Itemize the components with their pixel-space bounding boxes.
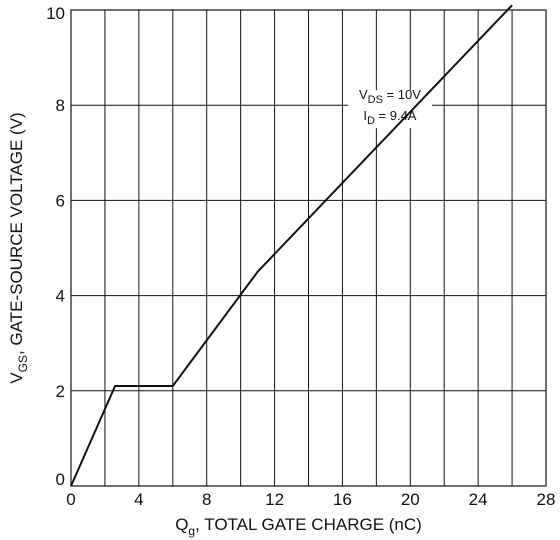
y-tick-label: 4 [56,287,65,306]
grid-lines [71,10,546,486]
annotation-vds: VDS = 10V [359,87,421,106]
x-tick-label: 12 [265,490,284,509]
x-tick-label: 16 [333,490,352,509]
x-tick-label: 0 [66,490,75,509]
series-line-1 [70,4,513,487]
x-axis-title: Qg, TOTAL GATE CHARGE (nC) [175,515,422,538]
y-tick-label: 10 [46,4,65,23]
y-tick-labels: 0 2 4 6 8 10 [46,4,65,489]
plot-frame [70,9,547,487]
annotation-background [347,90,432,129]
annotation-id: ID = 9.4A [363,108,416,127]
x-tick-label: 8 [202,490,211,509]
x-tick-labels: 0 4 8 12 16 20 24 28 [66,490,555,509]
x-tick-label: 20 [401,490,420,509]
y-tick-label: 8 [56,96,65,115]
y-tick-label: 6 [56,191,65,210]
y-tick-label: 0 [56,470,65,489]
x-tick-label: 24 [469,490,488,509]
x-tick-label: 4 [134,490,143,509]
y-tick-label: 2 [56,382,65,401]
series-layer [70,4,513,487]
x-tick-label: 28 [537,490,556,509]
y-axis-title: VGS, GATE-SOURCE VOLTAGE (V) [7,112,30,383]
annotation-box: VDS = 10V ID = 9.4A [347,87,432,129]
